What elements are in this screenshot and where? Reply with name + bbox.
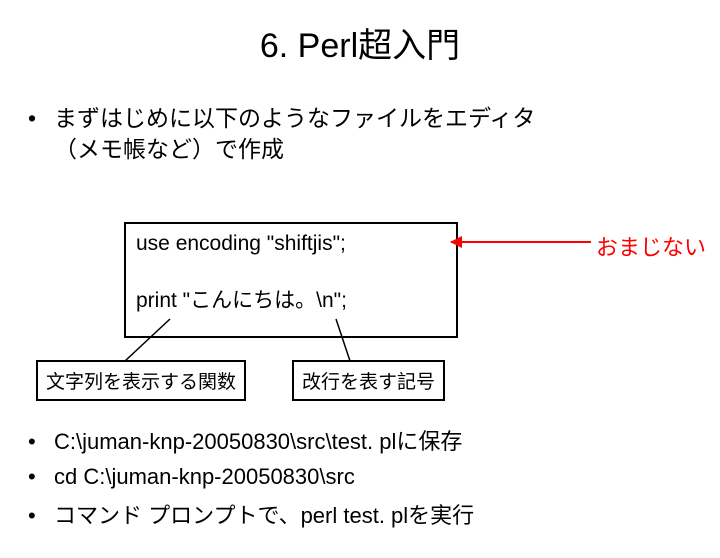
- label-newline-symbol: 改行を表す記号: [292, 360, 445, 401]
- step-2: •cd C:\juman-knp-20050830\src: [28, 464, 474, 490]
- intro-bullet: •まずはじめに以下のようなファイルをエディタ （メモ帳など）で作成: [28, 103, 720, 165]
- step-1: •C:\juman-knp-20050830\src\test. plに保存: [28, 424, 474, 456]
- omajinai-label: おまじない: [596, 230, 706, 262]
- intro-line1: まずはじめに以下のようなファイルをエディタ: [54, 105, 535, 131]
- slide-title: 6. Perl超入門: [0, 18, 720, 67]
- step-1-text: C:\juman-knp-20050830\src\test. plに保存: [54, 429, 462, 454]
- code-box: use encoding "shiftjis"; print "こんにちは。\n…: [124, 222, 458, 338]
- code-line-1: use encoding "shiftjis";: [136, 232, 446, 256]
- steps-list: •C:\juman-knp-20050830\src\test. plに保存 •…: [28, 424, 474, 538]
- step-3: •コマンド プロンプトで、perl test. plを実行: [28, 498, 474, 530]
- arrow-omajinai: [451, 241, 591, 243]
- intro-line2: （メモ帳など）で作成: [54, 136, 284, 162]
- code-line-2: print "こんにちは。\n";: [136, 284, 446, 314]
- bullet-dot: •: [28, 103, 54, 134]
- step-2-text: cd C:\juman-knp-20050830\src: [54, 464, 355, 489]
- label-print-function: 文字列を表示する関数: [36, 360, 246, 401]
- step-3-text: コマンド プロンプトで、perl test. plを実行: [54, 503, 474, 528]
